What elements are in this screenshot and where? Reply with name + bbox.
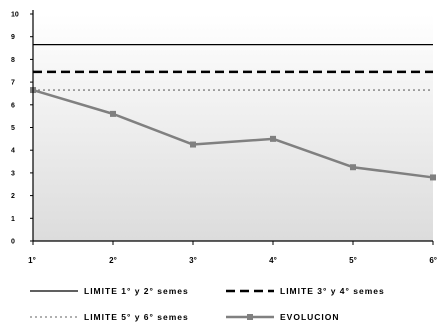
x-tick-label: 4° (269, 256, 277, 265)
legend-label-4: EVOLUCION (280, 312, 340, 322)
y-tick-label: 4 (11, 148, 15, 155)
series-line-evolucion (32, 88, 434, 179)
x-tick-label: 6° (429, 256, 437, 265)
y-tick-label: 10 (11, 12, 19, 19)
y-tick-label: 0 (11, 239, 15, 246)
legend: LIMITE 1° y 2° semes LIMITE 3° y 4° semes… (30, 286, 385, 322)
y-tick-label: 1 (11, 216, 15, 223)
y-tick-label: 9 (11, 34, 15, 41)
legend-label-2: LIMITE 3° y 4° semes (280, 286, 385, 296)
y-tick-label: 6 (11, 102, 15, 109)
data-point-3 (190, 141, 196, 148)
y-tick-label: 8 (11, 57, 15, 64)
plot-area-background (33, 14, 433, 241)
legend-marker (247, 314, 253, 320)
y-tick-label: 7 (11, 80, 15, 87)
legend-label-1: LIMITE 1° y 2° semes (84, 286, 189, 296)
x-tick-label: 5° (349, 256, 357, 265)
x-tick-label: 3° (189, 256, 197, 265)
data-point-2 (110, 110, 116, 117)
data-point-6 (430, 174, 436, 181)
x-tick-label: 2° (109, 256, 117, 265)
data-point-4 (270, 135, 276, 142)
data-point-5 (350, 164, 356, 171)
y-tick-label: 2 (11, 193, 15, 200)
y-tick-label: 5 (11, 125, 15, 132)
legend-label-3: LIMITE 5° y 6° semes (84, 312, 189, 322)
y-tick-label: 3 (11, 170, 15, 177)
x-tick-label: 1° (28, 256, 36, 265)
